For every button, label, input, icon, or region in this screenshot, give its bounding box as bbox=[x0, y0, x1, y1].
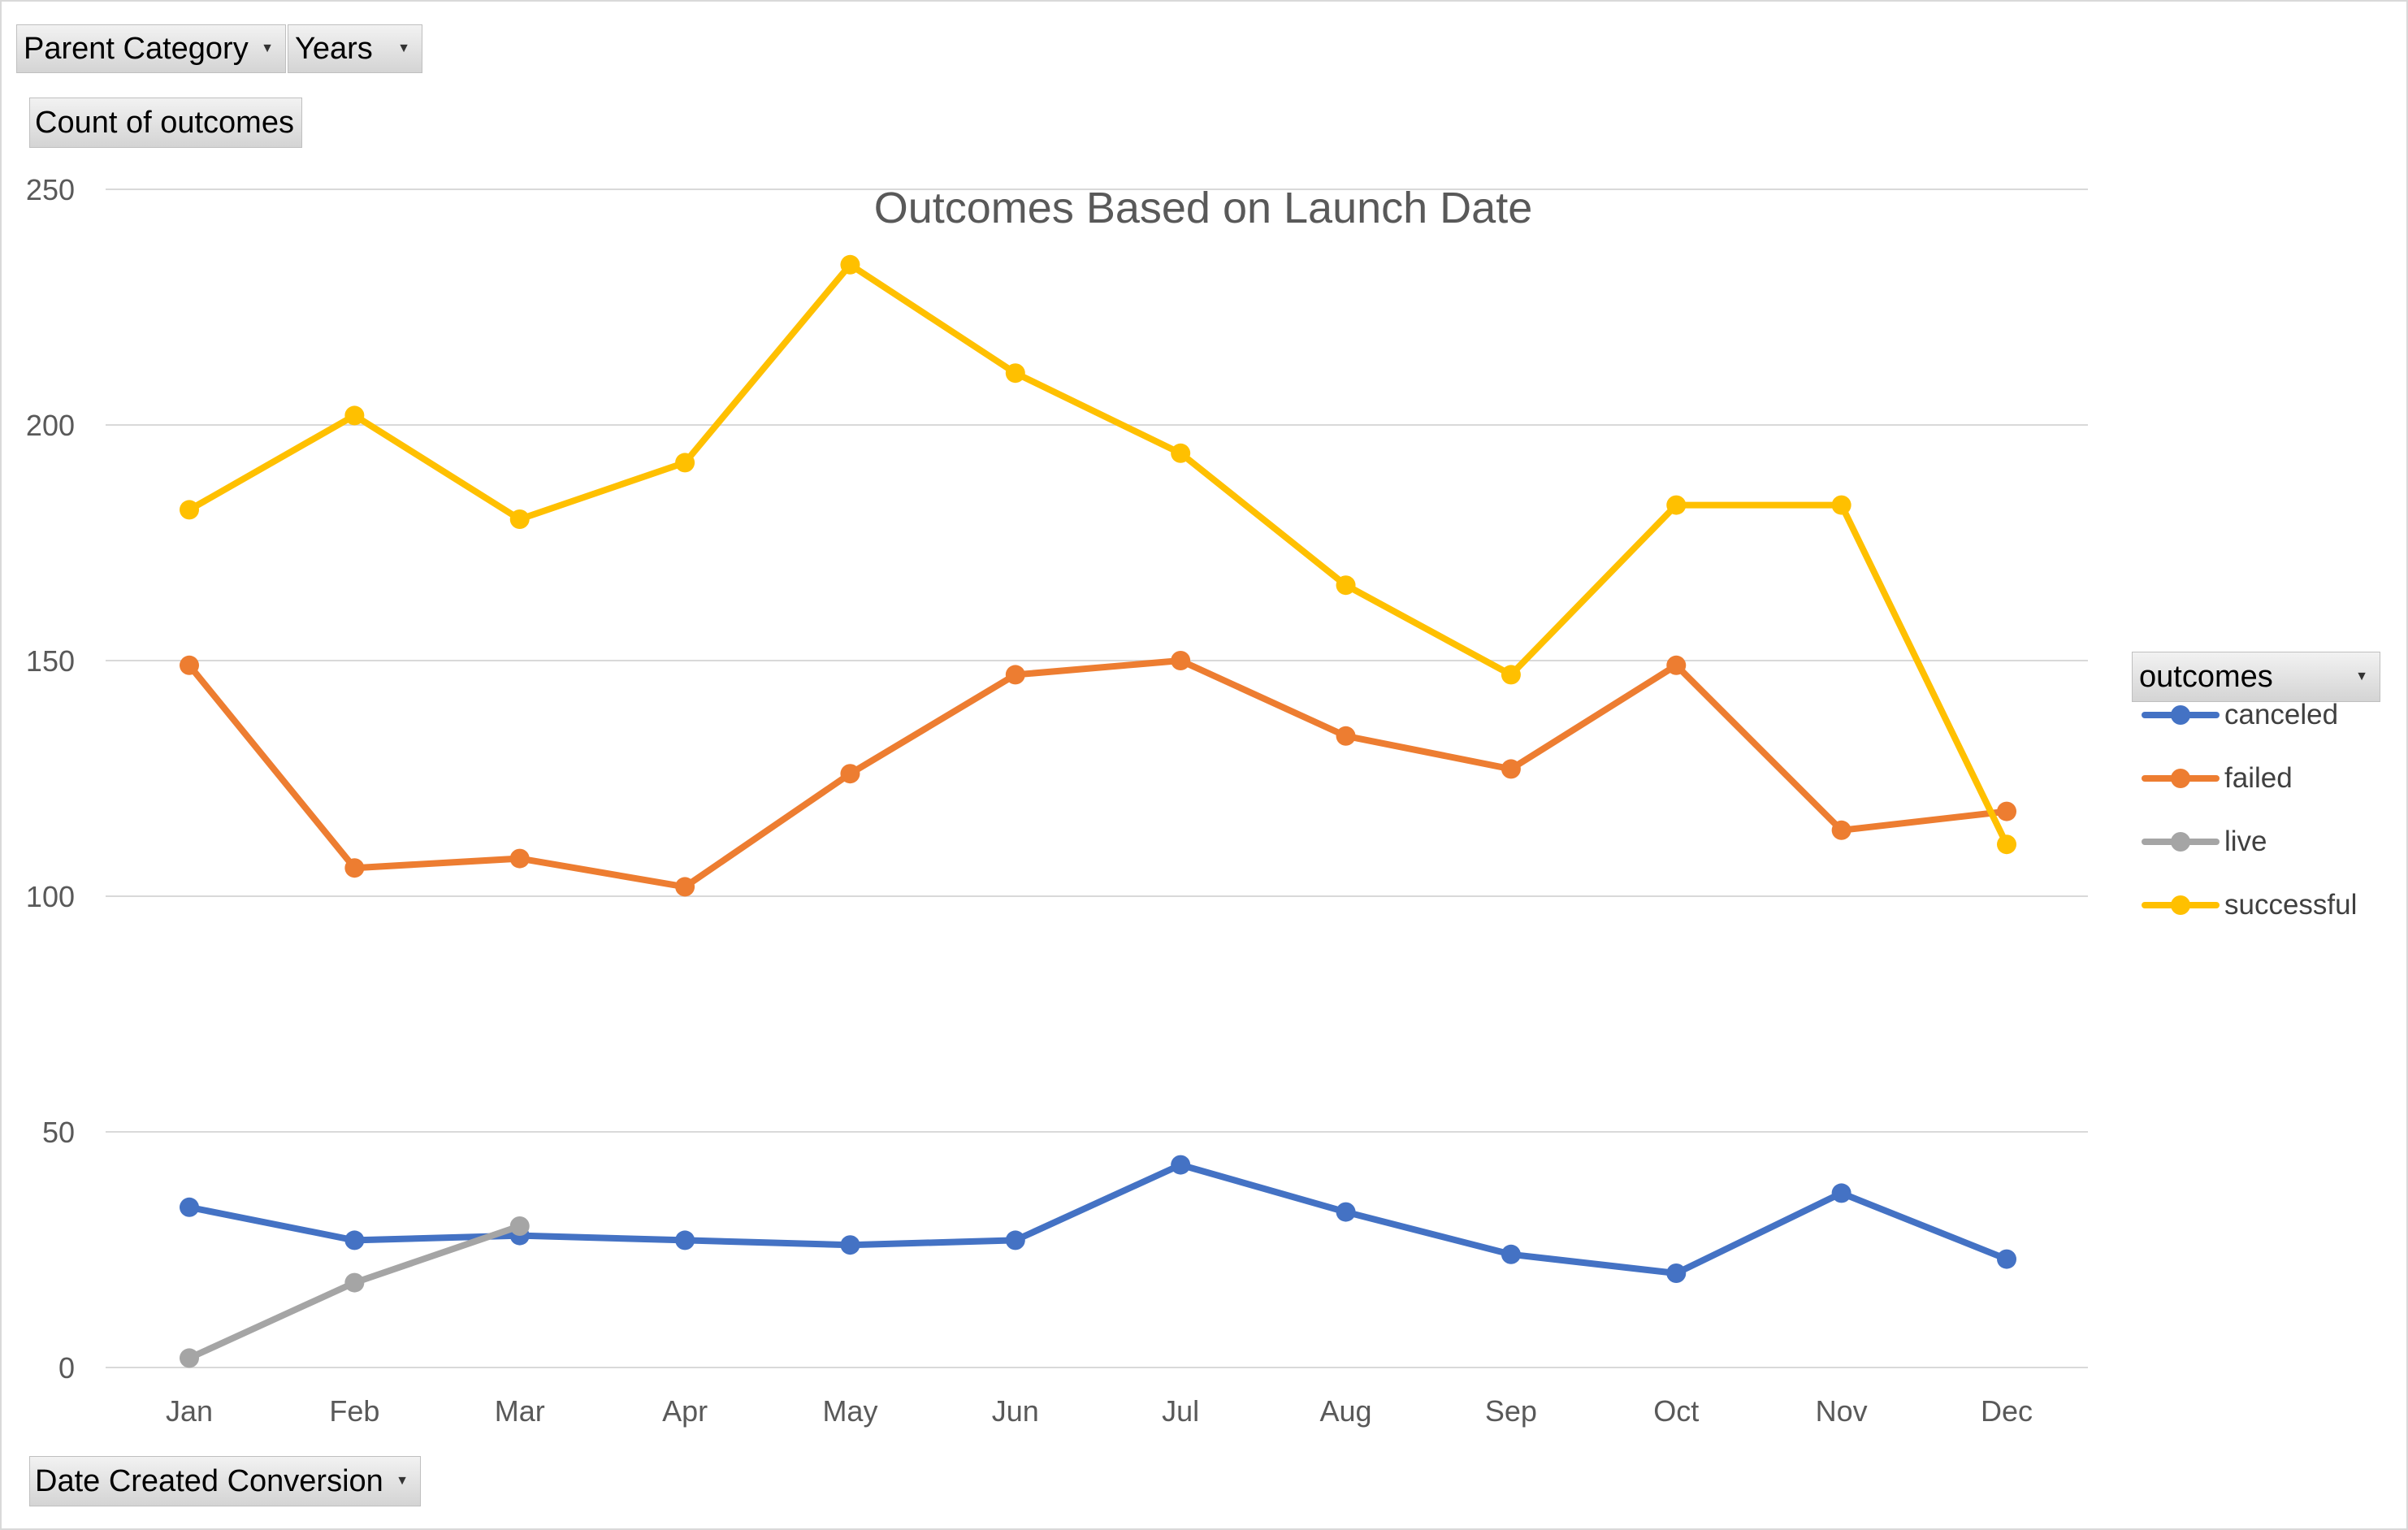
data-point-canceled-sep[interactable] bbox=[1501, 1244, 1521, 1264]
chart-title: Outcomes Based on Launch Date bbox=[874, 184, 1533, 232]
x-tick-label: Dec bbox=[1981, 1394, 2033, 1428]
legend-swatch bbox=[2142, 705, 2220, 725]
data-point-successful-feb[interactable] bbox=[344, 405, 365, 426]
data-point-successful-jun[interactable] bbox=[1005, 363, 1025, 384]
series-successful bbox=[180, 254, 2016, 855]
data-point-failed-feb[interactable] bbox=[344, 858, 365, 878]
legend-swatch bbox=[2142, 832, 2220, 852]
x-tick-label: Jun bbox=[992, 1394, 1039, 1428]
data-point-successful-jul[interactable] bbox=[1171, 443, 1191, 463]
axis-field-label: Date Created Conversion bbox=[35, 1463, 383, 1498]
x-tick-label: Feb bbox=[329, 1394, 379, 1428]
data-point-live-jan[interactable] bbox=[180, 1348, 199, 1368]
y-tick-label: 200 bbox=[26, 409, 75, 442]
series-canceled bbox=[180, 1155, 2016, 1283]
x-tick-label: Aug bbox=[1320, 1394, 1372, 1428]
parent-category-filter-button[interactable]: Parent Category ▼ bbox=[16, 24, 286, 73]
x-tick-label: Sep bbox=[1485, 1394, 1537, 1428]
data-point-successful-apr[interactable] bbox=[675, 453, 695, 473]
data-point-successful-oct[interactable] bbox=[1666, 495, 1687, 515]
data-point-failed-apr[interactable] bbox=[675, 877, 695, 897]
x-tick-label: Jan bbox=[166, 1394, 213, 1428]
series-line-failed bbox=[186, 657, 2010, 891]
data-point-successful-aug[interactable] bbox=[1336, 575, 1356, 596]
legend-swatch bbox=[2142, 895, 2220, 915]
legend-item-successful[interactable]: successful bbox=[2140, 885, 2357, 925]
series-failed bbox=[180, 651, 2016, 897]
x-tick-label: Mar bbox=[495, 1394, 545, 1428]
data-point-canceled-aug[interactable] bbox=[1336, 1202, 1356, 1222]
legend-field-button[interactable]: outcomes ▼ bbox=[2132, 652, 2380, 702]
legend-item-canceled[interactable]: canceled bbox=[2140, 695, 2338, 735]
legend-label: successful bbox=[2224, 889, 2358, 921]
x-tick-label: Nov bbox=[1816, 1394, 1868, 1428]
data-point-live-feb[interactable] bbox=[344, 1272, 365, 1293]
data-point-canceled-dec[interactable] bbox=[1997, 1249, 2016, 1269]
values-field-label: Count of outcomes bbox=[35, 105, 294, 140]
legend-label: canceled bbox=[2224, 699, 2339, 730]
data-point-failed-mar[interactable] bbox=[509, 848, 530, 869]
y-tick-label: 150 bbox=[26, 644, 75, 678]
data-point-failed-dec[interactable] bbox=[1997, 801, 2016, 821]
data-point-canceled-oct[interactable] bbox=[1666, 1263, 1687, 1283]
axis-field-button[interactable]: Date Created Conversion ▼ bbox=[29, 1456, 421, 1506]
y-tick-label: 250 bbox=[26, 173, 75, 206]
dropdown-arrow-icon: ▼ bbox=[261, 41, 274, 55]
parent-category-label: Parent Category bbox=[24, 31, 249, 66]
x-tick-label: Oct bbox=[1653, 1394, 1699, 1428]
data-point-canceled-may[interactable] bbox=[840, 1235, 860, 1255]
years-filter-button[interactable]: Years ▼ bbox=[288, 24, 422, 73]
data-point-failed-jan[interactable] bbox=[180, 655, 199, 675]
series-live bbox=[180, 1216, 530, 1368]
y-tick-label: 100 bbox=[26, 880, 75, 913]
data-point-successful-dec[interactable] bbox=[1997, 834, 2016, 855]
data-point-failed-jul[interactable] bbox=[1171, 651, 1191, 670]
series-line-successful bbox=[186, 261, 2010, 848]
data-point-successful-may[interactable] bbox=[840, 254, 860, 275]
legend-item-live[interactable]: live bbox=[2140, 821, 2267, 862]
data-point-failed-oct[interactable] bbox=[1666, 655, 1687, 675]
dropdown-arrow-icon: ▼ bbox=[2355, 670, 2368, 683]
legend-swatch bbox=[2142, 769, 2220, 788]
data-point-canceled-jul[interactable] bbox=[1171, 1155, 1191, 1175]
data-point-failed-sep[interactable] bbox=[1501, 759, 1521, 779]
x-tick-label: Jul bbox=[1162, 1394, 1199, 1428]
x-axis-ticks: Jan Feb Mar Apr May Jun Jul Aug Sep Oct Nov Dec bbox=[166, 1394, 2033, 1428]
data-point-canceled-jan[interactable] bbox=[180, 1197, 199, 1217]
values-field-button[interactable]: Count of outcomes bbox=[29, 98, 302, 148]
series-layer bbox=[180, 254, 2016, 1368]
dropdown-arrow-icon: ▼ bbox=[396, 1474, 409, 1488]
x-tick-label: Apr bbox=[662, 1394, 708, 1428]
legend-field-label: outcomes bbox=[2139, 659, 2273, 694]
data-point-failed-nov[interactable] bbox=[1831, 820, 1851, 840]
data-point-successful-mar[interactable] bbox=[509, 509, 530, 529]
series-line-canceled bbox=[186, 1161, 2010, 1276]
data-point-failed-aug[interactable] bbox=[1336, 726, 1356, 746]
legend-label: live bbox=[2224, 826, 2267, 857]
years-label: Years bbox=[295, 31, 373, 66]
data-point-canceled-jun[interactable] bbox=[1005, 1230, 1025, 1250]
data-point-successful-sep[interactable] bbox=[1501, 665, 1521, 685]
data-point-successful-nov[interactable] bbox=[1831, 495, 1851, 515]
data-point-canceled-apr[interactable] bbox=[675, 1230, 695, 1250]
legend-label: failed bbox=[2224, 762, 2293, 794]
data-point-canceled-feb[interactable] bbox=[344, 1230, 365, 1250]
legend-item-failed[interactable]: failed bbox=[2140, 758, 2293, 799]
x-tick-label: May bbox=[822, 1394, 877, 1428]
dropdown-arrow-icon: ▼ bbox=[397, 41, 410, 55]
y-tick-label: 0 bbox=[58, 1351, 75, 1385]
gridlines bbox=[106, 189, 2088, 1368]
data-point-failed-may[interactable] bbox=[840, 764, 860, 784]
data-point-live-mar[interactable] bbox=[509, 1216, 530, 1236]
y-axis-ticks: 0 50 100 150 200 250 bbox=[26, 173, 75, 1385]
y-tick-label: 50 bbox=[42, 1116, 75, 1149]
data-point-canceled-nov[interactable] bbox=[1831, 1183, 1851, 1203]
data-point-failed-jun[interactable] bbox=[1005, 665, 1025, 685]
data-point-successful-jan[interactable] bbox=[180, 500, 199, 520]
